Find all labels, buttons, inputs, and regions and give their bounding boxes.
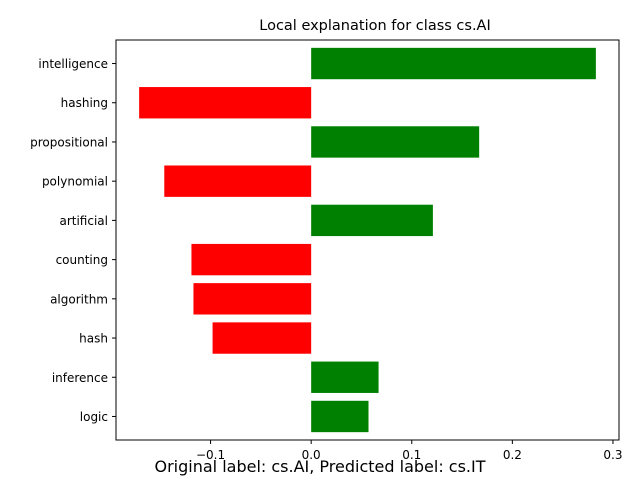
bar-hash [212, 322, 312, 354]
bar-counting [191, 243, 312, 276]
bar-inference [311, 361, 379, 393]
bars-group [139, 47, 596, 433]
bar-polynomial [164, 165, 312, 197]
y-tick-label: propositional [30, 135, 108, 149]
y-tick-label: logic [80, 410, 108, 424]
y-tick-label: algorithm [50, 292, 108, 306]
plot-frame [115, 39, 620, 441]
y-tick-label: intelligence [38, 57, 108, 71]
y-tick-label: polynomial [42, 175, 108, 189]
chart-title: Local explanation for class cs.AI [259, 18, 491, 34]
bar-propositional [311, 126, 480, 158]
bar-hashing [139, 87, 312, 119]
bar-logic [311, 400, 369, 433]
y-tick-label: inference [52, 371, 108, 385]
x-tick-label: 0.1 [402, 448, 421, 462]
bar-algorithm [193, 283, 312, 315]
bar-intelligence [311, 47, 596, 80]
y-tick-label: counting [56, 253, 108, 267]
axes-group: intelligence hashing propositional polynomi… [30, 39, 623, 462]
y-tick-label: hash [79, 332, 108, 346]
x-tick-label: 0.0 [302, 448, 321, 462]
y-tick-label: artificial [59, 214, 108, 228]
y-tick-label: hashing [61, 96, 108, 110]
x-tick-label: 0.2 [503, 448, 522, 462]
x-tick-label: 0.3 [603, 448, 622, 462]
caption: Original label: cs.AI, Predicted label: … [154, 457, 486, 476]
x-tick-label: −0.1 [196, 448, 225, 462]
bar-artificial [311, 204, 433, 237]
